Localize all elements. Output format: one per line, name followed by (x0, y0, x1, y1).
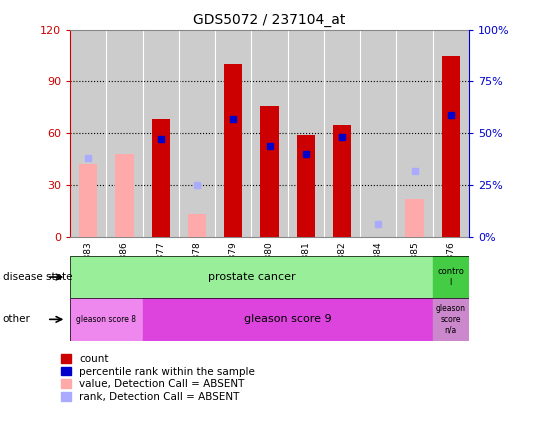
Text: disease state: disease state (3, 272, 72, 282)
Bar (442, 55, 460, 237)
Bar (296, 135, 315, 237)
Text: prostate cancer: prostate cancer (208, 272, 295, 282)
Bar (433, 256, 469, 298)
Text: contro
l: contro l (437, 267, 464, 287)
Text: gleason score 9: gleason score 9 (244, 314, 331, 324)
Text: gleason score 8: gleason score 8 (77, 315, 136, 324)
Bar (115, 154, 134, 237)
Bar (260, 106, 279, 237)
Text: GDS5072 / 237104_at: GDS5072 / 237104_at (194, 13, 345, 27)
Bar (79, 164, 97, 237)
Bar (143, 298, 433, 341)
Bar (433, 298, 469, 341)
Bar (151, 119, 170, 237)
Bar (224, 64, 243, 237)
Bar (188, 214, 206, 237)
Bar (333, 125, 351, 237)
Legend: count, percentile rank within the sample, value, Detection Call = ABSENT, rank, : count, percentile rank within the sample… (59, 352, 257, 404)
Text: gleason
score
n/a: gleason score n/a (436, 305, 466, 334)
Text: other: other (3, 314, 31, 324)
Bar (405, 199, 424, 237)
Bar (70, 298, 143, 341)
